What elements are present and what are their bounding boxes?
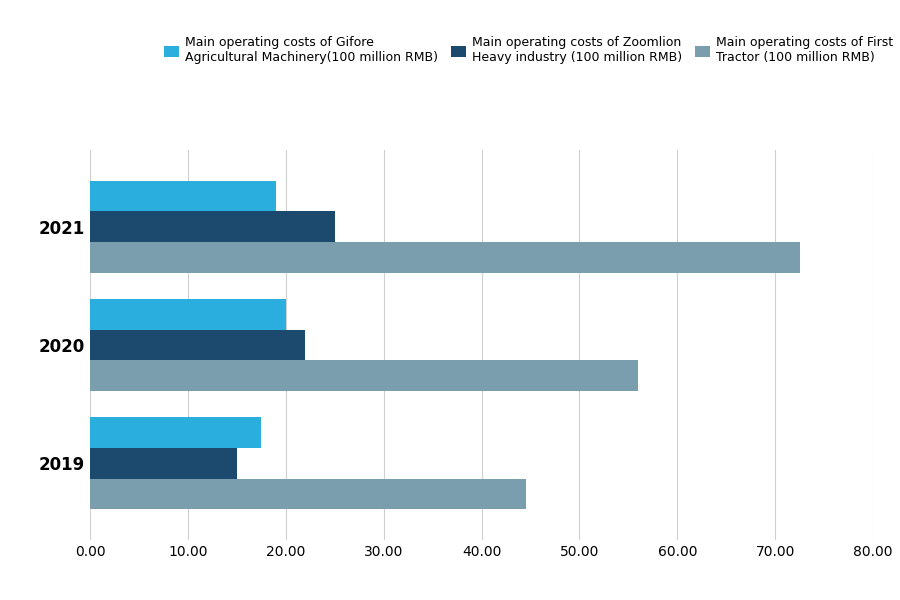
- Bar: [90, 242, 799, 273]
- Bar: [90, 329, 305, 361]
- Bar: [90, 181, 276, 211]
- Bar: [90, 361, 638, 391]
- Bar: [90, 479, 526, 509]
- Bar: [90, 211, 335, 242]
- Legend: Main operating costs of Gifore
Agricultural Machinery(100 million RMB), Main ope: Main operating costs of Gifore Agricultu…: [159, 31, 898, 70]
- Bar: [90, 299, 286, 329]
- Bar: [90, 417, 261, 448]
- Bar: [90, 448, 237, 479]
